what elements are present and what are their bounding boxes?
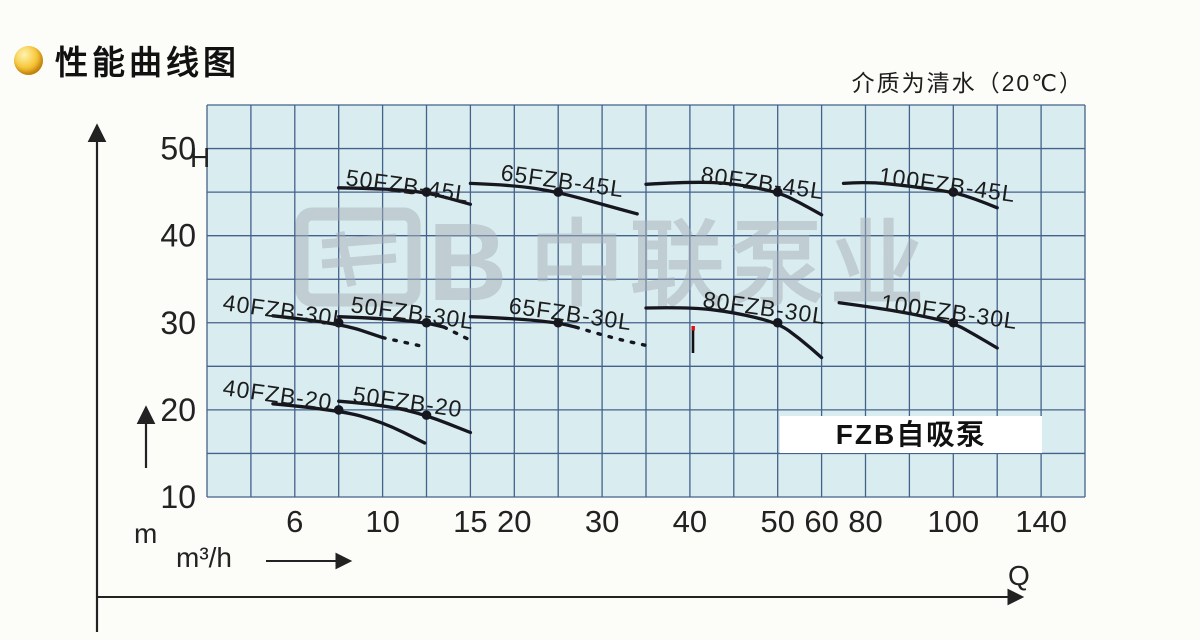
x-tick-label: 30 xyxy=(585,504,619,539)
rated-point-dot xyxy=(421,410,432,420)
curve-line xyxy=(271,402,427,445)
series-name-box xyxy=(780,416,1042,453)
medium-note: 介质为清水（20℃） xyxy=(851,70,1084,96)
section-bullet-icon xyxy=(14,45,43,75)
stray-mark-red-tip xyxy=(691,326,695,331)
watermark-text: 中联泵业 xyxy=(530,212,930,317)
y-unit-label: m xyxy=(134,518,157,549)
series-name-label: FZB自吸泵 xyxy=(836,419,986,450)
section-header: 性能曲线图 xyxy=(14,36,240,84)
x-tick-label: 140 xyxy=(1015,504,1067,539)
rated-point-dot xyxy=(772,317,783,328)
rated-point-dot xyxy=(948,187,959,197)
watermark-logo-letter: B xyxy=(428,201,507,324)
watermark-logo-bar xyxy=(321,233,397,249)
x-tick-label: 15 xyxy=(453,504,487,539)
rated-point-dot xyxy=(772,187,783,197)
curve-line xyxy=(837,301,999,350)
curve-dashed-tail xyxy=(380,335,429,349)
x-tick-label: 80 xyxy=(848,504,882,539)
y-tick-label: 40 xyxy=(160,218,196,254)
rated-point-dot xyxy=(948,317,959,328)
x-unit-label: m³/h xyxy=(176,542,232,573)
y-axis-title: H xyxy=(190,142,210,173)
x-axis-title: Q xyxy=(1008,560,1030,591)
curve-line xyxy=(644,180,824,217)
y-tick-label: 50 xyxy=(160,131,196,167)
x-tick-label: 100 xyxy=(927,504,979,539)
curve-line xyxy=(271,314,385,340)
watermark-logo-frame xyxy=(295,207,421,307)
watermark-group: B 中联泵业 xyxy=(295,201,930,324)
x-tick-label: 60 xyxy=(804,504,838,539)
x-tick-label: 20 xyxy=(497,504,531,539)
watermark-logo-bar xyxy=(335,231,357,287)
rated-point-dot xyxy=(421,187,432,197)
rated-point-dot xyxy=(553,317,563,328)
rated-point-dot xyxy=(421,317,432,328)
x-tick-label: 10 xyxy=(365,504,399,539)
curve-line xyxy=(337,186,473,206)
curve-line xyxy=(644,306,824,360)
rated-point-dot xyxy=(333,405,344,415)
watermark-logo-bar xyxy=(321,253,397,269)
rated-point-dot xyxy=(553,187,563,197)
curve-dashed-tail xyxy=(442,325,473,342)
watermark-layer: B 中联泵业 xyxy=(295,201,930,324)
annotation-layer: FZB自吸泵 xyxy=(691,326,1042,453)
y-tick-label: 10 xyxy=(160,479,196,515)
y-tick-label: 20 xyxy=(160,392,196,428)
x-tick-label: 6 xyxy=(286,504,303,539)
curve-line xyxy=(841,181,999,210)
rated-point-dot xyxy=(333,317,344,328)
x-tick-label: 50 xyxy=(760,504,794,539)
y-tick-label: 30 xyxy=(160,305,196,341)
axes-layer: 6 10 15 20 30 40 50 60 80 100 140 50 40 30 20 10 H Qm m³/h xyxy=(87,123,1067,632)
curve-line xyxy=(337,399,473,435)
x-tick-label: 40 xyxy=(673,504,707,539)
curve-dashed-tail xyxy=(574,325,648,348)
page-title: 性能曲线图 xyxy=(55,44,240,81)
